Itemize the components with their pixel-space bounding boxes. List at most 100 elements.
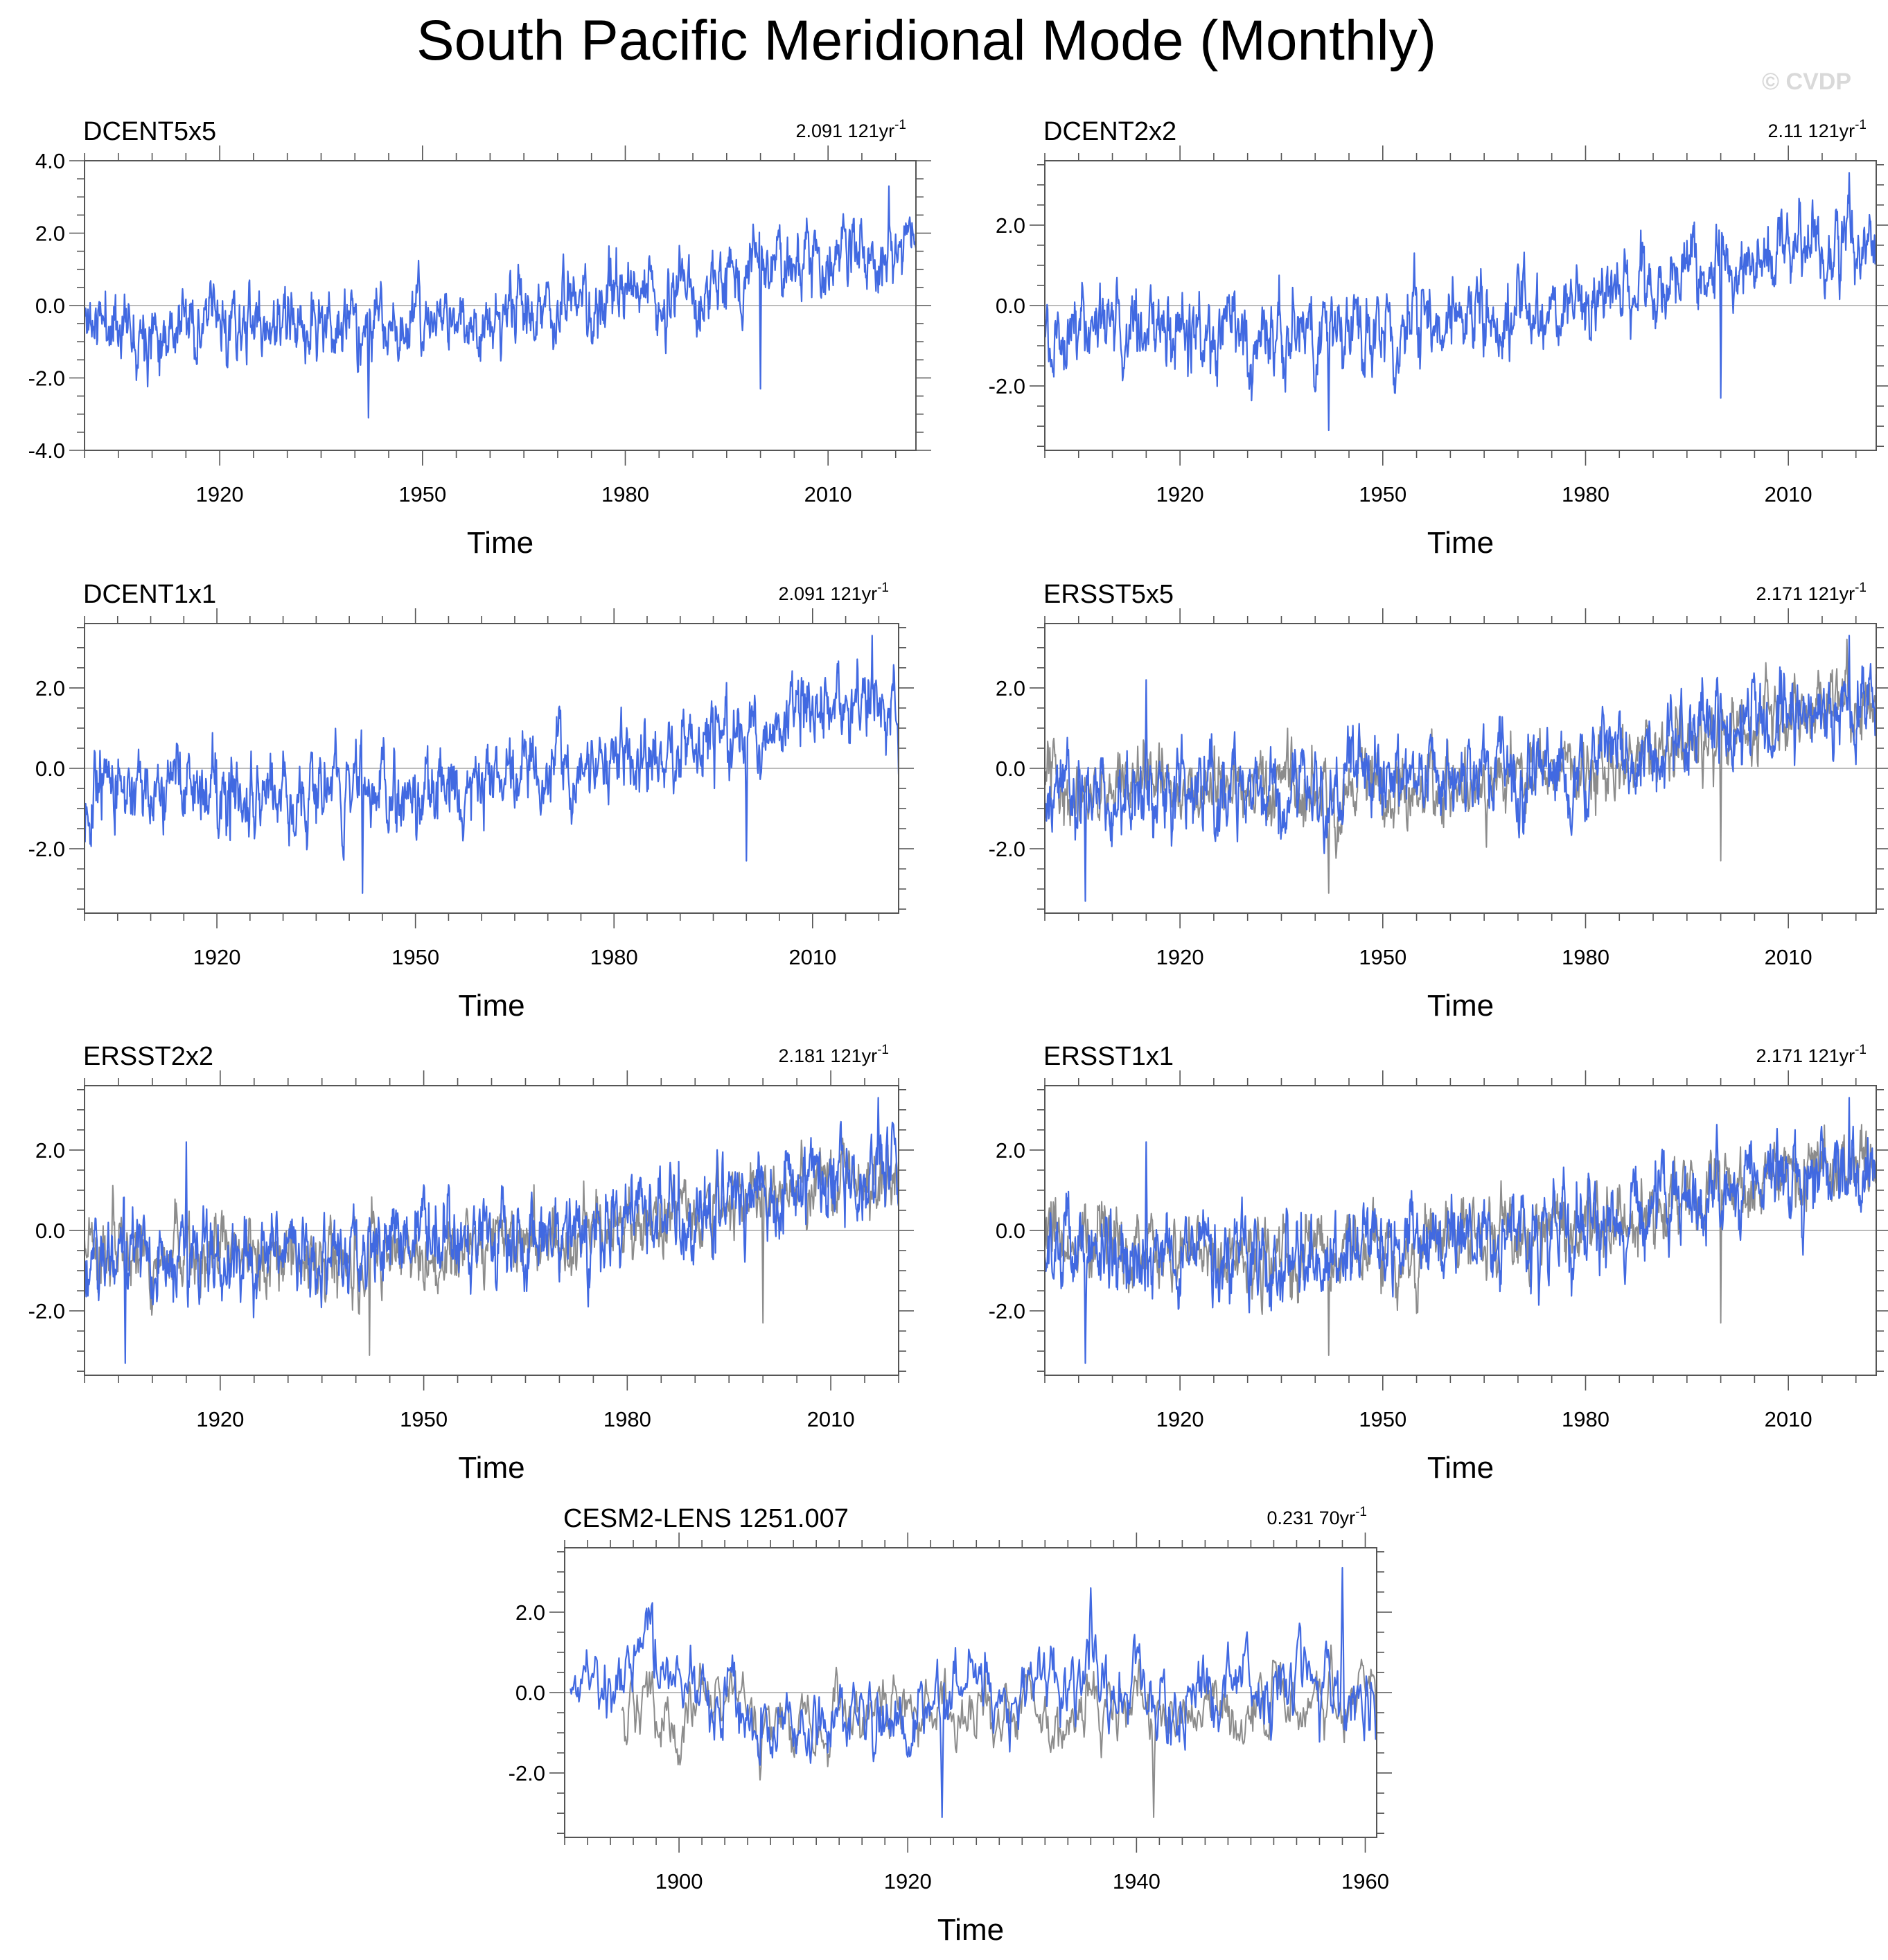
panel-title: DCENT2x2 (1043, 117, 1176, 146)
x-tick-label: 1950 (391, 945, 439, 969)
series-line-primary (85, 1097, 899, 1364)
trend-exponent: -1 (877, 1043, 889, 1057)
y-tick-label: 2.0 (515, 1600, 545, 1625)
trend-label: 2.171 121yr-1 (1756, 581, 1867, 604)
x-tick-label: 1950 (400, 1407, 448, 1431)
trend-exponent: -1 (1355, 1505, 1367, 1519)
panel-dcent5x5: DCENT5x5 2.091 121yr-1 1920 1950 1980 2010 -4.… (28, 117, 931, 560)
x-tick-label: 1920 (193, 945, 241, 969)
x-axis-title: Time (467, 526, 533, 560)
series-line-primary (85, 185, 916, 419)
x-tick-label: 1900 (655, 1869, 703, 1893)
x-tick-label: 1980 (1562, 945, 1609, 969)
x-tick-label: 1980 (603, 1407, 651, 1431)
y-tick-label: 2.0 (35, 1138, 65, 1163)
y-tick-label: 2.0 (996, 1138, 1025, 1163)
x-tick-label: 1920 (884, 1869, 932, 1893)
y-tick-label: 0.0 (515, 1681, 545, 1705)
y-tick-label: 4.0 (35, 149, 65, 173)
x-axis-title: Time (1427, 1451, 1494, 1485)
x-tick-label: 1950 (1359, 1407, 1406, 1431)
y-tick-label: -2.0 (989, 374, 1025, 398)
y-tick-label: -2.0 (28, 367, 65, 391)
panel-title: ERSST1x1 (1043, 1042, 1174, 1071)
trend-label: 2.091 121yr-1 (778, 581, 889, 604)
x-tick-label: 2010 (807, 1407, 855, 1431)
y-tick-label: -2.0 (989, 1299, 1025, 1323)
y-tick-label: 0.0 (35, 294, 65, 318)
trend-label: 2.171 121yr-1 (1756, 1043, 1867, 1066)
x-axis-title: Time (1427, 989, 1494, 1023)
panel-title: CESM2-LENS 1251.007 (563, 1504, 849, 1533)
panel-dcent2x2: DCENT2x2 2.11 121yr-1 1920 1950 1980 2010 -2.0… (989, 117, 1888, 560)
trend-label: 2.11 121yr-1 (1768, 118, 1867, 141)
trend-value: 2.091 121yr (795, 121, 894, 141)
x-tick-label: 2010 (804, 482, 852, 506)
x-tick-label: 1950 (1359, 482, 1406, 506)
x-tick-label: 1980 (601, 482, 649, 506)
series-line-primary (1045, 635, 1876, 902)
x-axis-title: Time (458, 989, 524, 1023)
trend-value: 2.171 121yr (1756, 1045, 1855, 1066)
x-tick-label: 1980 (590, 945, 638, 969)
series-line-primary (1045, 172, 1876, 432)
x-axis-title: Time (1427, 526, 1494, 560)
x-tick-label: 1980 (1562, 482, 1609, 506)
y-tick-label: -2.0 (509, 1761, 545, 1785)
watermark: © CVDP (1762, 69, 1851, 95)
x-tick-label: 2010 (1765, 1407, 1812, 1431)
trend-exponent: -1 (1855, 1043, 1867, 1057)
figure-title: South Pacific Meridional Mode (Monthly) (416, 9, 1436, 72)
x-tick-label: 1950 (1359, 945, 1406, 969)
x-tick-label: 1920 (1156, 482, 1204, 506)
x-axis-title: Time (937, 1913, 1004, 1947)
trend-label: 0.231 70yr-1 (1267, 1505, 1368, 1528)
series-line-primary (85, 635, 899, 894)
panel-cesm2-lens-1251-007: CESM2-LENS 1251.007 0.231 70yr-1 1900 1920 1… (509, 1504, 1392, 1947)
y-tick-label: 2.0 (996, 676, 1025, 700)
trend-exponent: -1 (1855, 581, 1867, 595)
y-tick-label: 0.0 (996, 757, 1025, 781)
trend-value: 2.181 121yr (778, 1045, 877, 1066)
y-tick-label: 2.0 (35, 676, 65, 700)
series-line-primary (570, 1566, 1377, 1819)
trend-value: 0.231 70yr (1267, 1508, 1356, 1528)
series-line-primary (1045, 1097, 1876, 1364)
trend-value: 2.11 121yr (1768, 121, 1855, 141)
x-tick-label: 1960 (1341, 1869, 1389, 1893)
x-tick-label: 1980 (1562, 1407, 1609, 1431)
x-tick-label: 2010 (1765, 482, 1812, 506)
trend-label: 2.091 121yr-1 (795, 118, 906, 141)
x-tick-label: 1940 (1113, 1869, 1161, 1893)
y-tick-label: 0.0 (35, 1219, 65, 1243)
x-tick-label: 1950 (398, 482, 446, 506)
x-tick-label: 1920 (1156, 1407, 1204, 1431)
panel-dcent1x1: DCENT1x1 2.091 121yr-1 1920 1950 1980 2010 -2.… (28, 580, 914, 1023)
y-tick-label: 0.0 (996, 294, 1025, 318)
trend-exponent: -1 (894, 118, 906, 132)
panel-ersst1x1: ERSST1x1 2.171 121yr-1 1920 1950 1980 2010 -2.… (989, 1042, 1888, 1485)
trend-value: 2.091 121yr (778, 583, 877, 604)
y-tick-label: 0.0 (35, 757, 65, 781)
panel-ersst2x2: ERSST2x2 2.181 121yr-1 1920 1950 1980 2010 -2.… (28, 1042, 914, 1485)
y-tick-label: 0.0 (996, 1219, 1025, 1243)
trend-exponent: -1 (877, 581, 889, 595)
trend-exponent: -1 (1855, 118, 1867, 132)
y-tick-label: 2.0 (35, 222, 65, 246)
y-tick-label: 2.0 (996, 213, 1025, 238)
trend-value: 2.171 121yr (1756, 583, 1855, 604)
x-tick-label: 1920 (196, 1407, 244, 1431)
panel-title: ERSST5x5 (1043, 580, 1174, 609)
x-tick-label: 2010 (788, 945, 836, 969)
y-tick-label: -2.0 (28, 1299, 65, 1323)
trend-label: 2.181 121yr-1 (778, 1043, 889, 1066)
x-axis-title: Time (458, 1451, 524, 1485)
panel-title: DCENT1x1 (83, 580, 216, 609)
y-tick-label: -4.0 (28, 439, 65, 463)
panel-title: ERSST2x2 (83, 1042, 213, 1071)
y-tick-label: -2.0 (28, 837, 65, 861)
panel-ersst5x5: ERSST5x5 2.171 121yr-1 1920 1950 1980 2010 -2.… (989, 580, 1888, 1023)
y-tick-label: -2.0 (989, 837, 1025, 861)
